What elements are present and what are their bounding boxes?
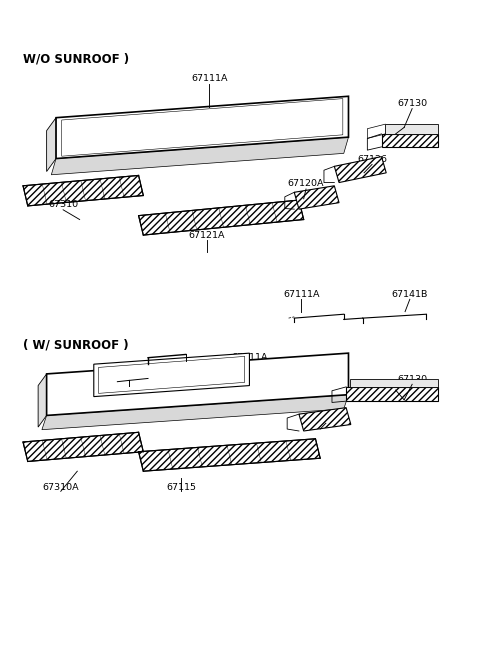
Text: 67310A: 67310A — [42, 483, 79, 492]
Text: W/O SUNROOF ): W/O SUNROOF ) — [23, 53, 129, 66]
Polygon shape — [56, 97, 348, 158]
Text: ( W/ SUNROOF ): ( W/ SUNROOF ) — [23, 338, 129, 351]
Text: 67120A: 67120A — [288, 179, 324, 189]
Text: 67310: 67310 — [48, 200, 78, 209]
Text: 67130: 67130 — [397, 99, 427, 108]
Polygon shape — [23, 175, 144, 206]
Text: 67111A: 67111A — [283, 290, 320, 299]
Polygon shape — [38, 374, 47, 427]
Polygon shape — [47, 353, 348, 415]
Polygon shape — [294, 186, 339, 209]
Polygon shape — [139, 439, 320, 471]
Polygon shape — [42, 395, 348, 430]
Polygon shape — [47, 118, 56, 171]
Polygon shape — [335, 156, 386, 183]
Polygon shape — [23, 432, 144, 461]
Text: 67111A: 67111A — [231, 353, 268, 362]
Polygon shape — [385, 124, 438, 134]
Text: 67126: 67126 — [357, 155, 387, 164]
Text: 67126: 67126 — [311, 413, 341, 422]
Polygon shape — [139, 200, 304, 235]
Polygon shape — [94, 353, 250, 397]
Text: 67121A: 67121A — [189, 231, 225, 240]
Polygon shape — [346, 387, 438, 401]
Polygon shape — [382, 134, 438, 147]
Polygon shape — [350, 379, 438, 387]
Text: 67111A: 67111A — [191, 74, 228, 83]
Polygon shape — [51, 137, 348, 175]
Text: 67115: 67115 — [166, 483, 196, 492]
Polygon shape — [299, 407, 351, 431]
Text: 67141B: 67141B — [392, 290, 428, 299]
Text: 67130: 67130 — [397, 374, 427, 384]
